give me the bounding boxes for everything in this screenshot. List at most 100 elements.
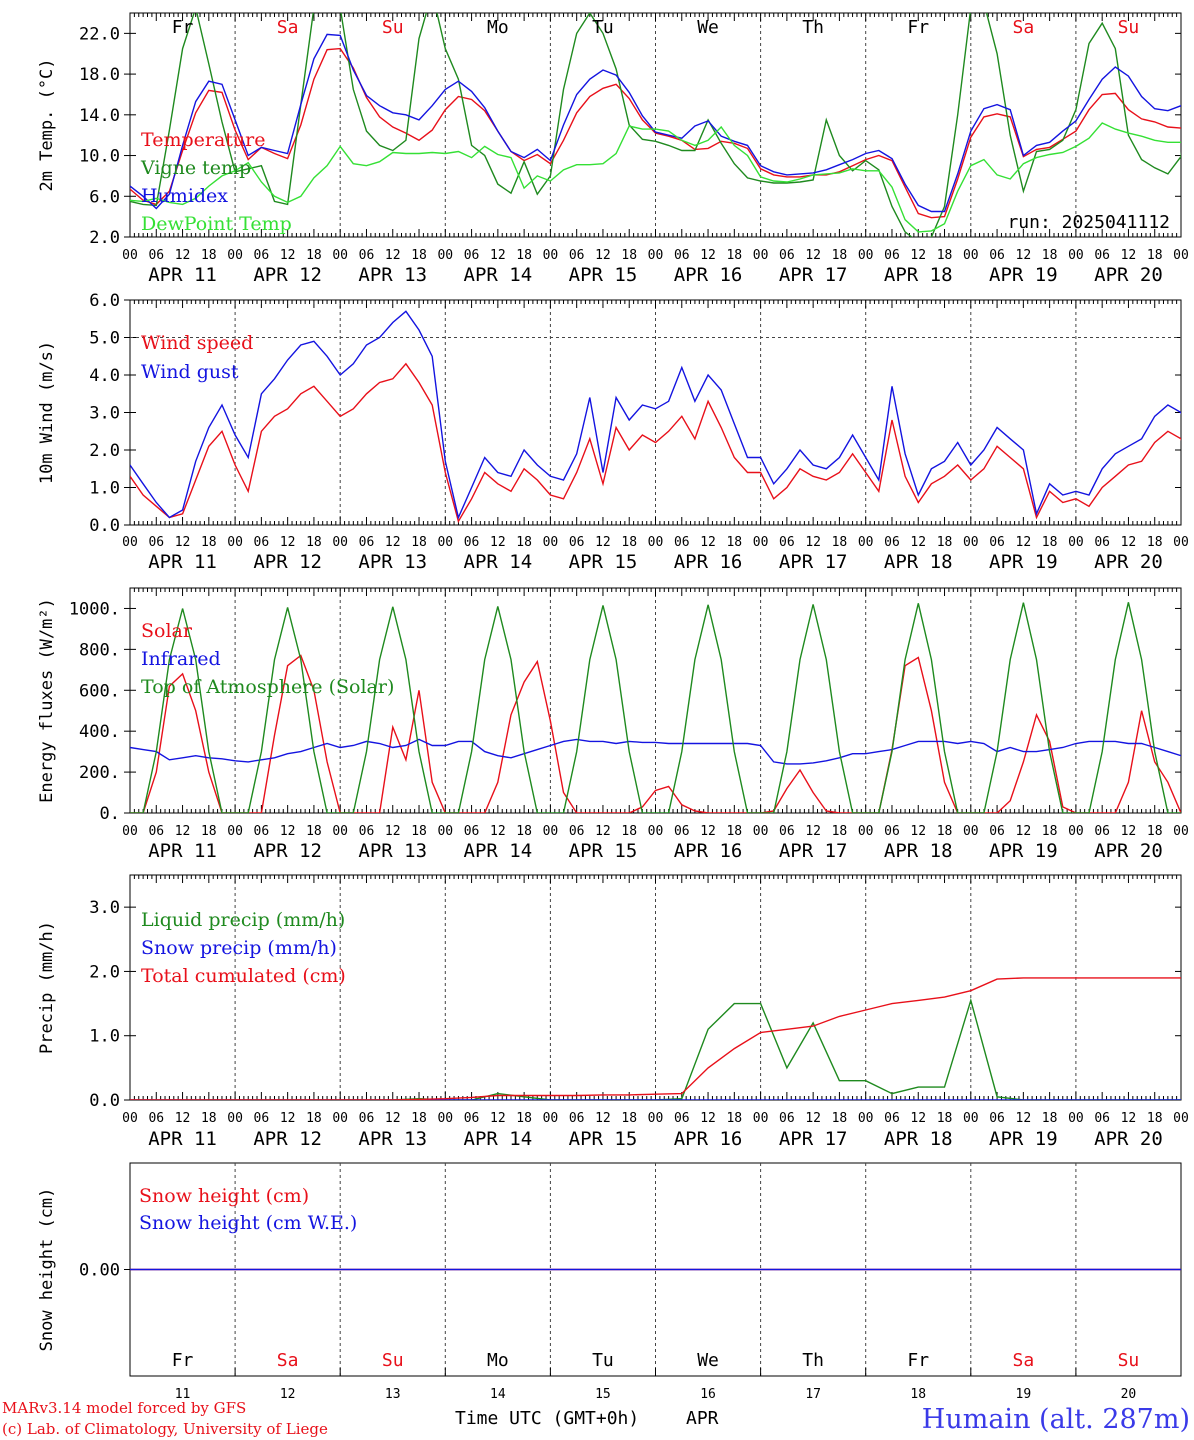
y-tick-label: 2.0: [89, 962, 120, 982]
panel-5: 0.00 Snow height (cm) Snow height (cm) Snow…: [37, 1162, 1182, 1402]
date-label: APR 11: [148, 840, 217, 862]
hour-tick-label: 06: [779, 248, 795, 263]
date-label: APR 20: [1094, 551, 1163, 573]
day-number: 13: [385, 1387, 401, 1402]
day-name-top: Su: [382, 17, 404, 38]
date-label: APR 17: [779, 840, 848, 862]
y-tick-label: 2.0: [89, 228, 120, 248]
hour-tick-label: 12: [805, 824, 821, 839]
hour-tick-label: 18: [832, 248, 848, 263]
legend-entry: Wind speed: [141, 332, 253, 354]
y-tick-label: 0.: [100, 804, 120, 824]
panel-1: 2.0 6.0 10.0 14.0 18.0 22.0 2m Temp. (°C) Tempe…: [37, 12, 1189, 286]
day-number: 17: [805, 1387, 821, 1402]
day-name-top: Sa: [277, 17, 299, 38]
hour-tick-label: 12: [910, 824, 926, 839]
footer-model: MARv3.14 model forced by GFS: [2, 1399, 246, 1417]
hour-tick-label: 18: [411, 248, 427, 263]
hour-tick-label: 06: [1094, 248, 1110, 263]
hour-tick-label: 12: [595, 824, 611, 839]
date-label: APR 12: [253, 1128, 322, 1150]
hour-tick-label: 00: [122, 824, 138, 839]
hour-tick-label: 00: [543, 248, 559, 263]
day-name-bottom: We: [697, 1350, 719, 1371]
legend-entry: Top of Atmosphere (Solar): [141, 676, 394, 698]
hour-tick-label: 12: [1016, 248, 1032, 263]
date-label: APR 15: [569, 264, 638, 286]
hour-tick-label: 06: [569, 1111, 585, 1126]
hour-tick-label: 00: [858, 248, 874, 263]
hour-tick-label: 00: [963, 535, 979, 550]
hour-tick-label: 06: [989, 1111, 1005, 1126]
hour-tick-label: 18: [726, 535, 742, 550]
hour-tick-label: 00: [963, 824, 979, 839]
day-name-bottom: Fr: [172, 1350, 194, 1371]
y-tick-label: 0.0: [89, 516, 120, 536]
day-name-top: Th: [802, 17, 824, 38]
hour-tick-label: 06: [779, 1111, 795, 1126]
day-number: 12: [280, 1387, 296, 1402]
hour-tick-label: 18: [726, 248, 742, 263]
plot-frame: [129, 587, 1182, 814]
day-number: 16: [700, 1387, 716, 1402]
hour-tick-label: 00: [753, 248, 769, 263]
date-label: APR 17: [779, 264, 848, 286]
day-name-bottom: Tu: [592, 1350, 614, 1371]
hour-tick-label: 12: [175, 535, 191, 550]
date-label: APR 15: [569, 840, 638, 862]
y-axis-label: Snow height (cm): [37, 1188, 57, 1352]
y-tick-label: 400.: [79, 722, 120, 742]
hour-tick-label: 00: [543, 535, 559, 550]
hour-tick-label: 12: [490, 535, 506, 550]
day-name-bottom: Sa: [277, 1350, 299, 1371]
hour-tick-label: 00: [963, 248, 979, 263]
hour-tick-label: 18: [516, 248, 532, 263]
hour-tick-label: 06: [254, 824, 270, 839]
hour-tick-label: 00: [122, 1111, 138, 1126]
hour-tick-label: 18: [516, 1111, 532, 1126]
hour-tick-label: 18: [306, 248, 322, 263]
date-label: APR 12: [253, 264, 322, 286]
hour-tick-label: 00: [1068, 535, 1084, 550]
hour-tick-label: 00: [227, 535, 243, 550]
date-label: APR 19: [989, 264, 1058, 286]
hour-tick-label: 06: [779, 824, 795, 839]
y-tick-label: 6.0: [89, 187, 120, 207]
panel-2: 0.0 1.0 2.0 3.0 4.0 5.0 6.0 10m Wind (m/s) Wind …: [37, 291, 1189, 573]
hour-tick-label: 06: [989, 535, 1005, 550]
hour-tick-label: 06: [569, 535, 585, 550]
hour-tick-label: 00: [543, 824, 559, 839]
hour-tick-label: 00: [122, 248, 138, 263]
day-name-top: Sa: [1013, 17, 1035, 38]
hour-tick-label: 12: [280, 535, 296, 550]
hour-tick-label: 12: [385, 824, 401, 839]
y-tick-label: 3.0: [89, 404, 120, 424]
date-label: APR 14: [464, 1128, 533, 1150]
hour-tick-label: 18: [726, 824, 742, 839]
day-name-top: Su: [1118, 17, 1140, 38]
y-axis-label: 2m Temp. (°C): [37, 58, 57, 191]
date-label: APR 18: [884, 551, 953, 573]
hour-tick-label: 12: [280, 1111, 296, 1126]
date-label: APR 14: [464, 840, 533, 862]
hour-tick-label: 18: [1147, 824, 1163, 839]
legend-entry: Humidex: [141, 185, 228, 207]
hour-tick-label: 00: [332, 248, 348, 263]
hour-tick-label: 18: [201, 535, 217, 550]
hour-tick-label: 12: [280, 824, 296, 839]
legend-entry: Infrared: [141, 648, 221, 670]
hour-tick-label: 18: [1042, 1111, 1058, 1126]
day-name-top: We: [697, 17, 719, 38]
hour-tick-label: 18: [832, 824, 848, 839]
hour-tick-label: 00: [1068, 1111, 1084, 1126]
hour-tick-label: 12: [700, 248, 716, 263]
hour-tick-label: 00: [437, 248, 453, 263]
y-tick-label: 4.0: [89, 366, 120, 386]
hour-tick-label: 12: [1016, 824, 1032, 839]
hour-tick-label: 12: [700, 535, 716, 550]
hour-tick-label: 00: [332, 1111, 348, 1126]
hour-tick-label: 18: [411, 1111, 427, 1126]
hour-tick-label: 00: [858, 824, 874, 839]
x-axis-title: Time UTC (GMT+0h): [455, 1408, 639, 1429]
hour-tick-label: 00: [332, 535, 348, 550]
